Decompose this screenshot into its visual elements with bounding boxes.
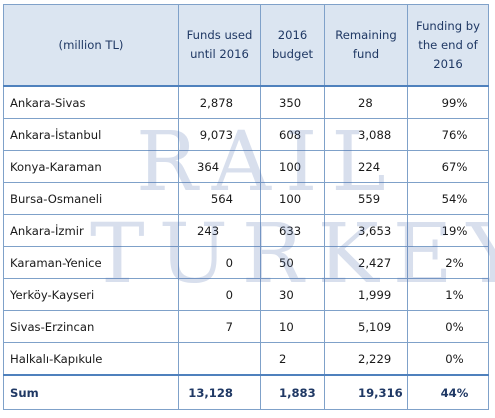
row-remaining: 5,109 <box>324 310 408 343</box>
row-funding: 0% <box>407 310 489 343</box>
row-funding: 99% <box>407 85 489 119</box>
table-row: Ankara-Sivas 2,878 350 28 99% <box>3 85 489 119</box>
sum-budget: 1,883 <box>260 374 325 410</box>
table-row: Konya-Karaman 364 100 224 67% <box>3 150 489 183</box>
row-name: Karaman-Yenice <box>3 246 179 279</box>
table-row: Sivas-Erzincan 7 10 5,109 0% <box>3 310 489 343</box>
row-name: Bursa-Osmaneli <box>3 182 179 215</box>
sum-label: Sum <box>3 374 179 410</box>
row-budget: 350 <box>260 85 325 119</box>
row-used: 0 <box>178 246 261 279</box>
header-funding: Funding by the end of 2016 <box>407 4 489 87</box>
row-used: 0 <box>178 278 261 311</box>
row-name: Ankara-İzmir <box>3 214 179 247</box>
header-unit: (million TL) <box>3 4 179 87</box>
row-budget: 100 <box>260 150 325 183</box>
row-remaining: 3,088 <box>324 118 408 151</box>
row-used: 364 <box>178 150 261 183</box>
row-name: Yerköy-Kayseri <box>3 278 179 311</box>
funding-table-container: (million TL) Funds used until 2016 2016 … <box>3 4 489 410</box>
row-funding: 1% <box>407 278 489 311</box>
row-name: Sivas-Erzincan <box>3 310 179 343</box>
table-row: Bursa-Osmaneli 564 100 559 54% <box>3 182 489 215</box>
row-budget: 608 <box>260 118 325 151</box>
row-remaining: 1,999 <box>324 278 408 311</box>
row-remaining: 2,427 <box>324 246 408 279</box>
row-used: 2,878 <box>178 85 261 119</box>
sum-funding: 44% <box>407 374 489 410</box>
table-row: Yerköy-Kayseri 0 30 1,999 1% <box>3 278 489 311</box>
row-name: Ankara-Sivas <box>3 85 179 119</box>
row-budget: 30 <box>260 278 325 311</box>
sum-used: 13,128 <box>178 374 261 410</box>
header-row: (million TL) Funds used until 2016 2016 … <box>3 4 489 87</box>
header-remaining: Remaining fund <box>324 4 408 87</box>
row-used: 243 <box>178 214 261 247</box>
row-budget: 633 <box>260 214 325 247</box>
row-remaining: 224 <box>324 150 408 183</box>
row-remaining: 559 <box>324 182 408 215</box>
funding-table: (million TL) Funds used until 2016 2016 … <box>3 4 489 410</box>
sum-remaining: 19,316 <box>324 374 408 410</box>
row-remaining: 28 <box>324 85 408 119</box>
row-remaining: 2,229 <box>324 342 408 376</box>
row-funding: 54% <box>407 182 489 215</box>
row-budget: 50 <box>260 246 325 279</box>
row-budget: 10 <box>260 310 325 343</box>
header-funds-used: Funds used until 2016 <box>178 4 261 87</box>
row-used: 9,073 <box>178 118 261 151</box>
table-row: Ankara-İstanbul 9,073 608 3,088 76% <box>3 118 489 151</box>
row-funding: 76% <box>407 118 489 151</box>
row-funding: 19% <box>407 214 489 247</box>
row-used: 564 <box>178 182 261 215</box>
header-budget: 2016 budget <box>260 4 325 87</box>
row-funding: 2% <box>407 246 489 279</box>
row-name: Halkalı-Kapıkule <box>3 342 179 376</box>
sum-row: Sum 13,128 1,883 19,316 44% <box>3 374 489 410</box>
row-used <box>178 342 261 376</box>
row-remaining: 3,653 <box>324 214 408 247</box>
row-used: 7 <box>178 310 261 343</box>
row-name: Konya-Karaman <box>3 150 179 183</box>
row-funding: 0% <box>407 342 489 376</box>
row-funding: 67% <box>407 150 489 183</box>
row-name: Ankara-İstanbul <box>3 118 179 151</box>
row-budget: 100 <box>260 182 325 215</box>
table-row: Ankara-İzmir 243 633 3,653 19% <box>3 214 489 247</box>
table-row: Karaman-Yenice 0 50 2,427 2% <box>3 246 489 279</box>
row-budget: 2 <box>260 342 325 376</box>
table-row: Halkalı-Kapıkule 2 2,229 0% <box>3 342 489 376</box>
